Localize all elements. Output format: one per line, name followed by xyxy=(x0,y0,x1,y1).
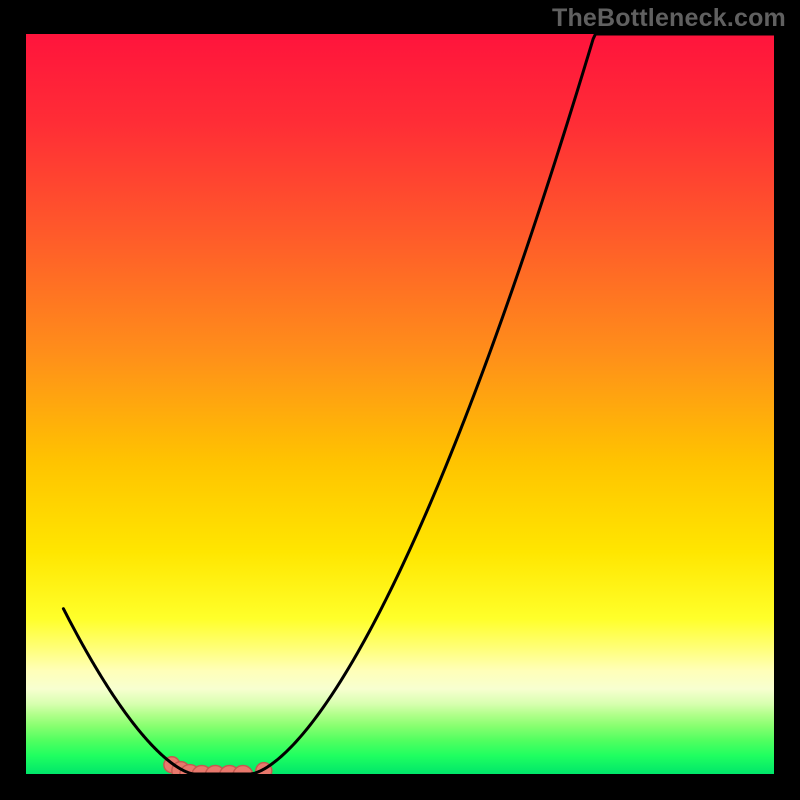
curve-marker xyxy=(233,766,253,786)
watermark-text: TheBottleneck.com xyxy=(552,4,786,33)
plot-background xyxy=(26,34,774,774)
chart-frame: TheBottleneck.com xyxy=(0,0,800,800)
bottleneck-plot xyxy=(0,0,800,800)
